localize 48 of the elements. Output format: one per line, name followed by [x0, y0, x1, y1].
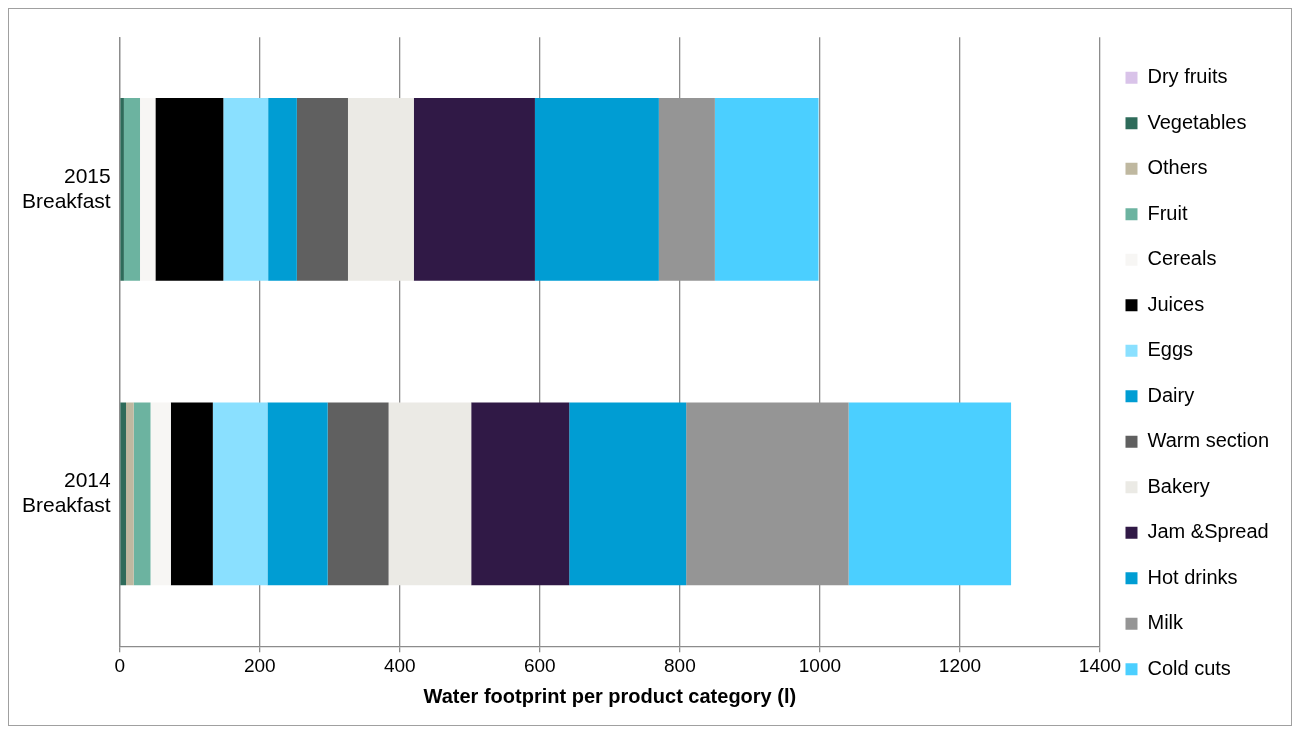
bar — [347, 98, 414, 281]
bar — [267, 402, 328, 586]
bar — [848, 402, 1012, 586]
x-tick-label: 0 — [114, 654, 125, 676]
y-tick-label: 2014 Breakfast — [21, 468, 112, 517]
bar — [268, 98, 297, 281]
x-tick-label: 600 — [523, 654, 556, 676]
legend-label: Bakery — [1147, 474, 1210, 497]
x-tick-label: 400 — [383, 654, 416, 676]
bar — [123, 98, 141, 281]
bar — [140, 98, 156, 281]
legend-label: Vegetables — [1147, 110, 1247, 133]
legend-label: Cereals — [1147, 247, 1217, 270]
legend-label: Juices — [1147, 292, 1205, 315]
bar — [155, 98, 224, 281]
x-axis-title: Water footprint per product category (l) — [423, 684, 797, 707]
bar — [296, 98, 348, 281]
legend-label: Fruit — [1147, 201, 1188, 224]
legend-label: Cold cuts — [1147, 656, 1231, 679]
bar — [413, 98, 535, 281]
bar — [388, 402, 472, 586]
legend-label: Dairy — [1147, 383, 1195, 406]
x-tick-label: 1000 — [798, 654, 842, 676]
legend-label: Warm section — [1147, 429, 1270, 452]
legend-label: Dry fruits — [1147, 65, 1228, 88]
bar — [327, 402, 389, 586]
bar — [170, 402, 213, 586]
bar — [120, 98, 124, 281]
bar — [471, 402, 570, 586]
bar — [133, 402, 151, 586]
legend-label: Hot drinks — [1147, 565, 1238, 588]
bar — [569, 402, 687, 586]
x-tick-label: 1400 — [1078, 654, 1122, 676]
bar — [534, 98, 659, 281]
x-tick-label: 200 — [243, 654, 276, 676]
bar — [126, 402, 134, 586]
x-tick-label: 1200 — [938, 654, 982, 676]
bar — [120, 402, 127, 586]
bar — [714, 98, 819, 281]
legend-label: Milk — [1147, 611, 1185, 634]
bar — [150, 402, 171, 586]
y-tick-label: 2015 Breakfast — [21, 163, 111, 212]
legend-label: Eggs — [1147, 338, 1194, 361]
bar — [212, 402, 268, 586]
x-tick-label: 800 — [664, 654, 696, 676]
legend-label: Others — [1147, 156, 1208, 179]
legend-label: Jam &Spread — [1147, 520, 1269, 543]
bar — [223, 98, 269, 281]
